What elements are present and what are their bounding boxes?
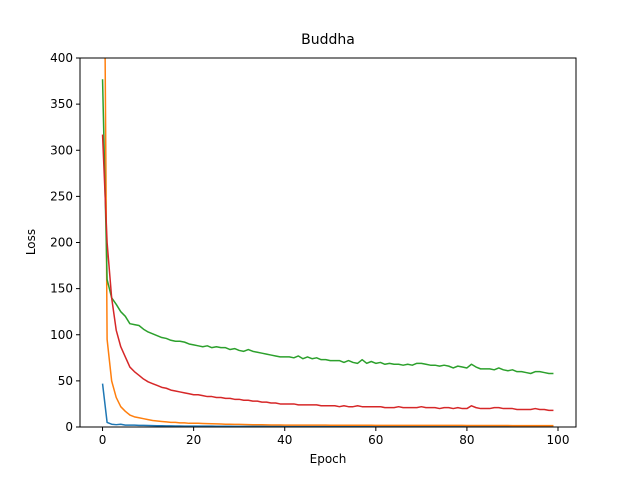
chart-title: Buddha [301, 32, 355, 48]
data-line [101, 134, 554, 412]
y-tick-label: 0 [65, 420, 73, 434]
y-tick-label: 200 [50, 236, 73, 250]
x-tick-label: 20 [186, 433, 201, 447]
x-tick-label: 40 [277, 433, 292, 447]
y-axis-label: Loss [24, 229, 38, 255]
y-tick-label: 150 [50, 282, 73, 296]
x-tick-label: 80 [459, 433, 474, 447]
y-tick-label: 300 [50, 143, 73, 157]
x-tick-label: 60 [368, 433, 383, 447]
y-tick-label: 400 [50, 51, 73, 65]
data-line [104, 58, 554, 427]
data-line [101, 79, 554, 375]
y-tick-label: 50 [58, 374, 73, 388]
y-tick-label: 350 [50, 97, 73, 111]
y-tick-label: 250 [50, 189, 73, 203]
x-tick-label: 0 [99, 433, 107, 447]
x-axis-label: Epoch [310, 452, 347, 466]
x-tick-label: 100 [547, 433, 570, 447]
y-tick-label: 100 [50, 328, 73, 342]
